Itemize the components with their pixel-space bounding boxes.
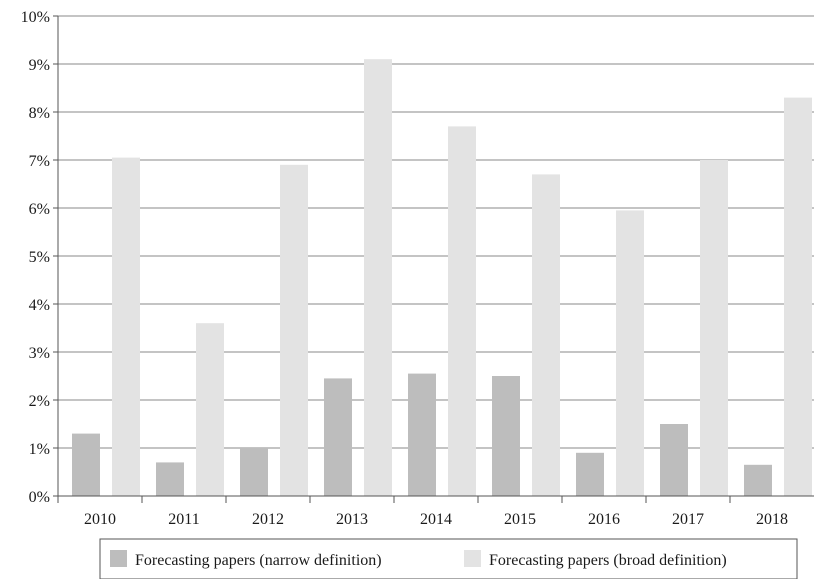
y-tick-label: 9% [29, 57, 50, 74]
bar-broad-2015 [532, 174, 560, 496]
y-tick-label: 5% [29, 249, 50, 266]
bar-broad-2017 [700, 160, 728, 496]
y-tick-label: 10% [21, 9, 50, 26]
bar-narrow-2014 [408, 373, 436, 496]
bar-broad-2012 [280, 164, 308, 497]
x-tick-label: 2014 [420, 511, 452, 528]
bar-broad-2011 [196, 323, 224, 496]
bar-broad-2018 [784, 97, 812, 496]
x-tick-label: 2012 [252, 511, 284, 528]
bar-narrow-2015 [492, 376, 520, 496]
x-tick-label: 2011 [168, 511, 199, 528]
x-tick-label: 2013 [336, 511, 368, 528]
x-tick-label: 2016 [588, 511, 620, 528]
legend: Forecasting papers (narrow definition) F… [99, 538, 798, 579]
bars [72, 59, 812, 497]
bar-narrow-2011 [156, 462, 184, 496]
y-tick-label: 2% [29, 393, 50, 410]
bar-narrow-2016 [576, 452, 604, 496]
x-tick-label: 2017 [672, 511, 704, 528]
y-tick-label: 8% [29, 105, 50, 122]
bar-narrow-2018 [744, 464, 772, 496]
bar-narrow-2013 [324, 378, 352, 496]
y-tick-label: 6% [29, 201, 50, 218]
bar-narrow-2017 [660, 424, 688, 496]
bar-broad-2014 [448, 126, 476, 497]
y-tick-label: 4% [29, 297, 50, 314]
legend-swatch-broad [464, 550, 481, 567]
bar-narrow-2010 [72, 433, 100, 496]
y-tick-label: 0% [29, 489, 50, 506]
legend-swatch-narrow [110, 550, 127, 567]
bar-narrow-2012 [240, 448, 268, 496]
x-tick-label: 2018 [756, 511, 788, 528]
x-tick-label: 2010 [84, 511, 116, 528]
legend-box [99, 538, 798, 579]
y-tick-label: 7% [29, 153, 50, 170]
bar-broad-2013 [364, 59, 392, 496]
y-tick-labels: 0% 1% 2% 3% 4% 5% 6% 7% 8% 9% 10% [21, 9, 58, 506]
bar-broad-2016 [616, 210, 644, 496]
gridlines [58, 15, 814, 449]
x-tick-label: 2015 [504, 511, 536, 528]
bar-broad-2010 [112, 157, 140, 496]
legend-label-broad: Forecasting papers (broad definition) [489, 552, 727, 569]
y-tick-label: 1% [29, 441, 50, 458]
y-tick-label: 3% [29, 345, 50, 362]
x-tick-labels: 2010 2011 2012 2013 2014 2015 2016 2017 2018 [57, 496, 788, 528]
legend-label-narrow: Forecasting papers (narrow definition) [135, 552, 382, 569]
